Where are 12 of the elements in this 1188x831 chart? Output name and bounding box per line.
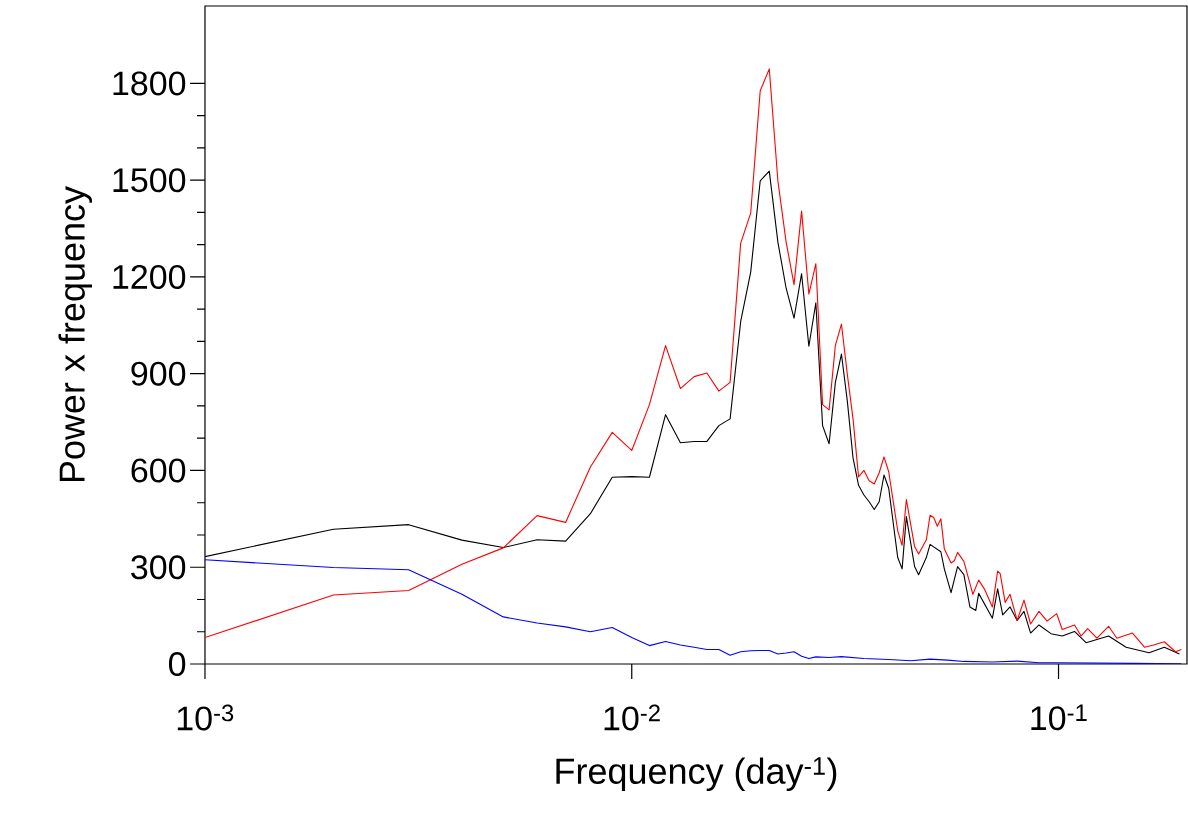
y-tick-label: 1200 <box>113 264 186 289</box>
y-tick-label: 600 <box>131 458 186 483</box>
x-tick-label: 10$^{-3}$ <box>177 704 234 731</box>
y-tick-label: 0 <box>168 651 186 677</box>
x-axis-title: Frequency (day$^{-1}$) <box>556 757 837 792</box>
x-tick-label: 10$^{-2}$ <box>604 704 660 731</box>
y-tick-label: 300 <box>131 555 186 580</box>
x-tick-label: 10$^{-1}$ <box>1031 704 1087 731</box>
y-tick-label: 900 <box>131 361 186 386</box>
y-axis-title: Power x frequency <box>58 186 92 482</box>
y-tick-label: 1800 <box>113 71 186 96</box>
y-tick-label: 1500 <box>113 168 186 193</box>
